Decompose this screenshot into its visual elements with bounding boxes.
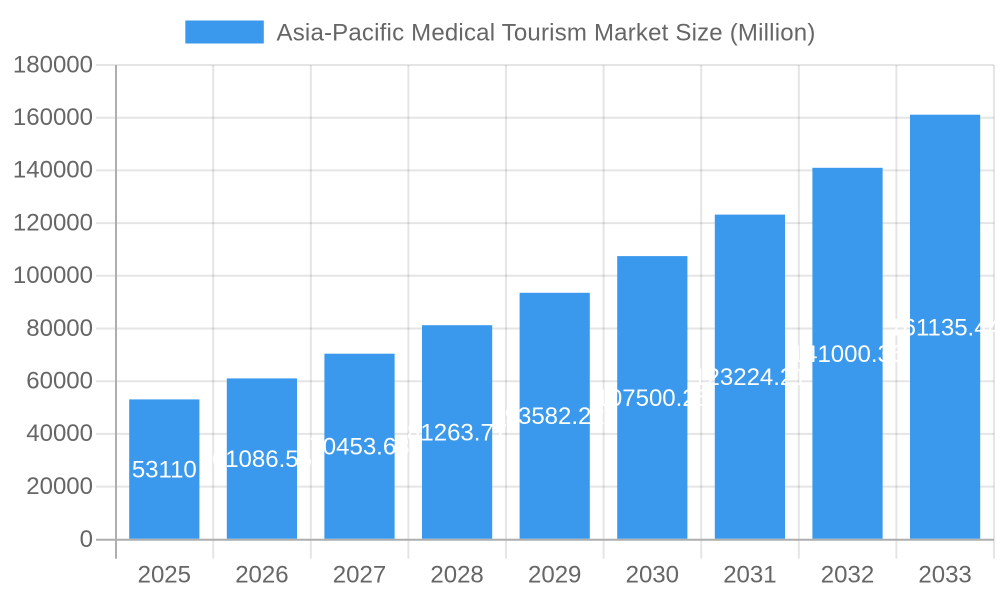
svg-text:2032: 2032 xyxy=(821,562,874,589)
svg-text:40000: 40000 xyxy=(26,420,93,447)
svg-text:81263.77: 81263.77 xyxy=(407,419,507,446)
svg-text:20000: 20000 xyxy=(26,473,93,500)
svg-text:93582.22: 93582.22 xyxy=(505,403,605,430)
svg-text:61086.55: 61086.55 xyxy=(212,446,312,473)
svg-text:160000: 160000 xyxy=(13,104,93,131)
svg-text:180000: 180000 xyxy=(13,51,93,78)
svg-text:123224.21: 123224.21 xyxy=(693,364,806,391)
svg-text:120000: 120000 xyxy=(13,209,93,236)
svg-text:2026: 2026 xyxy=(235,562,288,589)
svg-text:100000: 100000 xyxy=(13,262,93,289)
svg-text:107500.25: 107500.25 xyxy=(596,385,709,412)
svg-text:2033: 2033 xyxy=(918,562,971,589)
svg-text:60000: 60000 xyxy=(26,368,93,395)
svg-text:161135.44: 161135.44 xyxy=(889,314,1000,341)
svg-text:2029: 2029 xyxy=(528,562,581,589)
svg-text:Asia-Pacific Medical Tourism M: Asia-Pacific Medical Tourism Market Size… xyxy=(277,20,816,47)
svg-text:2030: 2030 xyxy=(626,562,679,589)
svg-text:2028: 2028 xyxy=(430,562,483,589)
svg-text:2025: 2025 xyxy=(138,562,191,589)
svg-text:2027: 2027 xyxy=(333,562,386,589)
svg-text:2031: 2031 xyxy=(723,562,776,589)
svg-text:141000.36: 141000.36 xyxy=(791,341,904,368)
svg-text:0: 0 xyxy=(80,526,93,553)
svg-text:140000: 140000 xyxy=(13,157,93,184)
svg-text:80000: 80000 xyxy=(26,315,93,342)
svg-text:70453.63: 70453.63 xyxy=(309,434,409,461)
svg-text:53110: 53110 xyxy=(132,456,197,483)
